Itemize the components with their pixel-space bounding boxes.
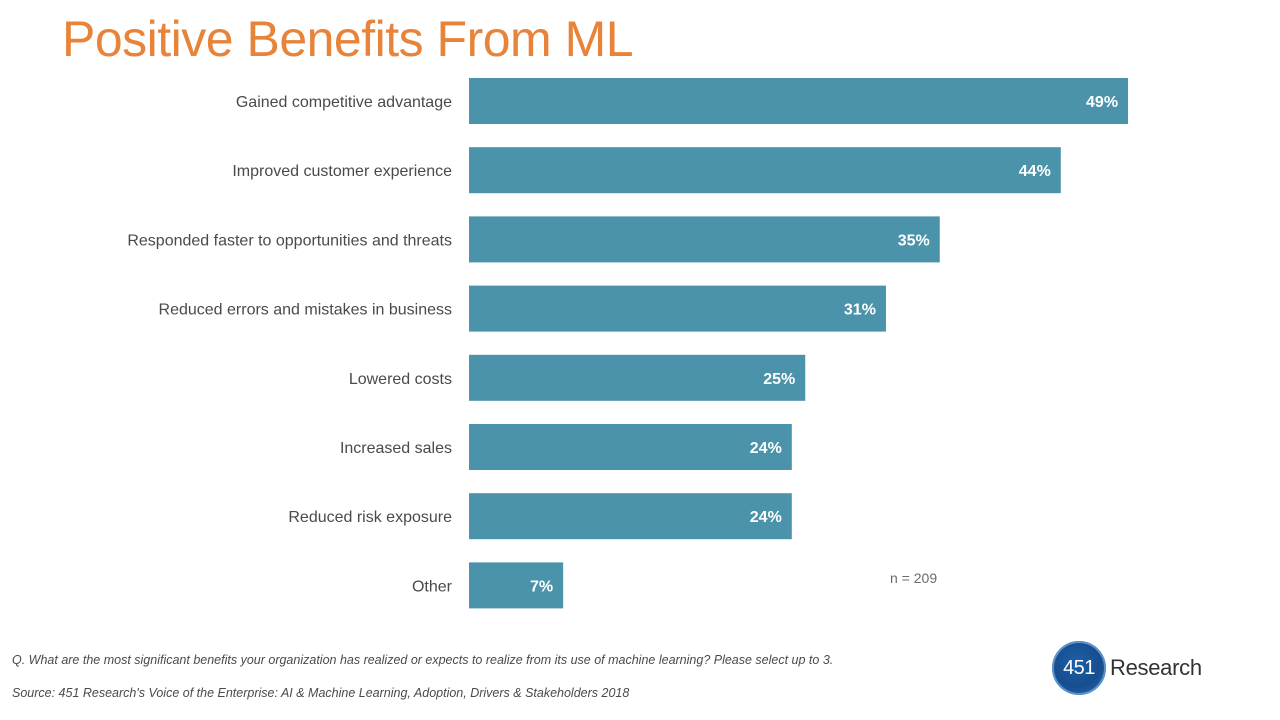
category-label: Gained competitive advantage bbox=[236, 94, 452, 111]
bar-5 bbox=[469, 354, 806, 401]
bar-1 bbox=[469, 78, 1129, 124]
category-label: Other bbox=[412, 578, 453, 595]
value-label: 44% bbox=[1019, 163, 1051, 180]
category-label: Reduced risk exposure bbox=[288, 509, 452, 526]
sample-size-note: n = 209 bbox=[890, 570, 938, 586]
value-label: 49% bbox=[1086, 94, 1118, 111]
value-label: 35% bbox=[898, 232, 930, 249]
category-label: Responded faster to opportunities and th… bbox=[127, 232, 452, 249]
company-logo: 451 Research bbox=[1052, 640, 1202, 696]
bar-2 bbox=[469, 147, 1061, 194]
value-label: 7% bbox=[530, 578, 553, 595]
logo-wordmark: Research bbox=[1110, 655, 1202, 680]
bar-8 bbox=[469, 562, 564, 609]
survey-question: Q. What are the most significant benefit… bbox=[12, 653, 834, 667]
value-label: 31% bbox=[844, 302, 876, 319]
category-label: Lowered costs bbox=[349, 371, 452, 388]
category-label: Improved customer experience bbox=[232, 163, 452, 180]
bar-7 bbox=[469, 493, 792, 540]
category-label: Increased sales bbox=[340, 440, 452, 457]
bar-4 bbox=[469, 285, 886, 332]
source-citation: Source: 451 Research's Voice of the Ente… bbox=[12, 686, 630, 700]
bar-3 bbox=[469, 216, 940, 263]
value-label: 24% bbox=[750, 440, 782, 457]
value-label: 25% bbox=[763, 371, 795, 388]
bar-6 bbox=[469, 424, 792, 470]
value-label: 24% bbox=[750, 509, 782, 526]
451-research-logo-icon: 451 bbox=[1052, 641, 1106, 695]
page-title: Positive Benefits From ML bbox=[62, 11, 634, 67]
category-label: Reduced errors and mistakes in business bbox=[159, 302, 452, 319]
